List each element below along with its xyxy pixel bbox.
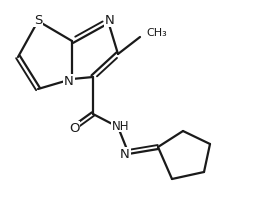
Text: N: N [105, 14, 115, 27]
Text: NH: NH [112, 119, 130, 132]
Text: N: N [120, 148, 130, 161]
Text: N: N [64, 75, 74, 88]
Text: CH₃: CH₃ [146, 28, 167, 38]
Text: S: S [34, 14, 42, 27]
Text: O: O [69, 122, 79, 135]
